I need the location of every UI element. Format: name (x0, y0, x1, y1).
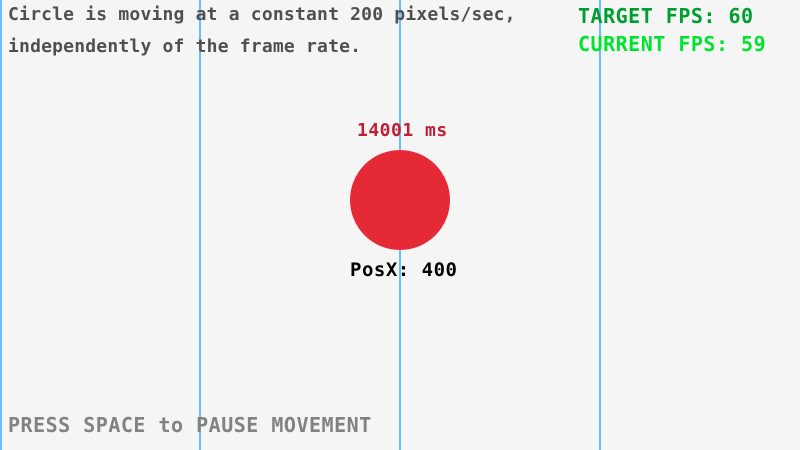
pause-hint-text: PRESS SPACE to PAUSE MOVEMENT (8, 413, 372, 437)
target-fps-readout: TARGET FPS: 60 (578, 4, 754, 28)
vertical-gridline (0, 0, 2, 450)
ball-position-label: PosX: 400 (350, 259, 458, 281)
moving-circle (350, 150, 450, 250)
current-fps-readout: CURRENT FPS: 59 (578, 32, 767, 56)
vertical-gridline (599, 0, 601, 450)
info-text-line2: independently of the frame rate. (8, 36, 362, 57)
elapsed-time-label: 14001 ms (357, 120, 448, 141)
info-text-line1: Circle is moving at a constant 200 pixel… (8, 4, 516, 25)
vertical-gridline (199, 0, 201, 450)
